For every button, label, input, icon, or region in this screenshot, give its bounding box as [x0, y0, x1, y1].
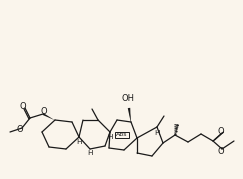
Text: O: O: [17, 125, 23, 134]
Text: O: O: [20, 101, 26, 110]
Polygon shape: [128, 108, 131, 122]
Text: H: H: [76, 139, 82, 145]
Text: O: O: [218, 146, 224, 156]
Text: OH: OH: [122, 94, 134, 103]
Text: O: O: [218, 127, 224, 136]
Text: H: H: [154, 130, 160, 136]
Text: H: H: [87, 150, 93, 156]
Text: O: O: [41, 107, 47, 115]
Polygon shape: [43, 113, 55, 120]
Text: Abs: Abs: [116, 132, 128, 137]
Text: H: H: [107, 134, 113, 140]
